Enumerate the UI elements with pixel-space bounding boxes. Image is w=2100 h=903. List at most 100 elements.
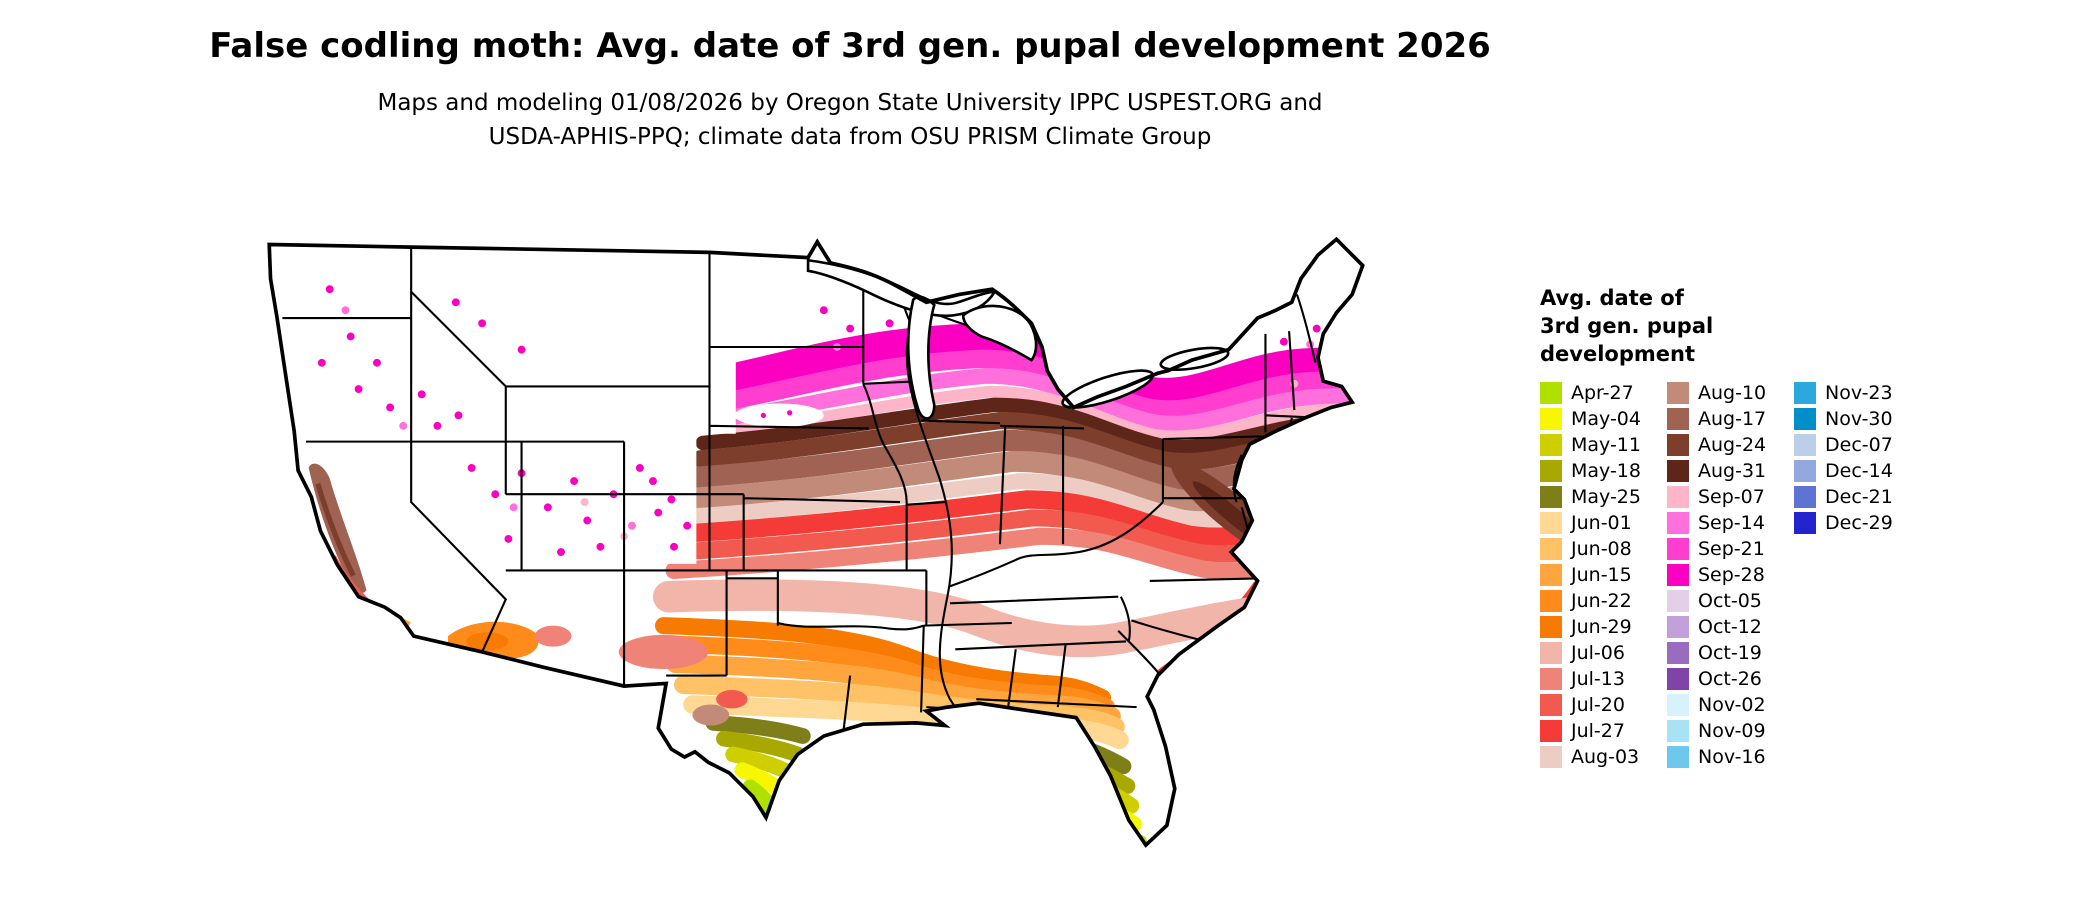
legend-entry: May-25 xyxy=(1540,484,1655,510)
legend-label: Dec-07 xyxy=(1825,434,1893,456)
legend-label: Sep-14 xyxy=(1698,512,1765,534)
legend-swatch xyxy=(1540,642,1562,664)
legend-swatch xyxy=(1540,668,1562,690)
legend-label: Sep-21 xyxy=(1698,538,1765,560)
legend-label: Nov-23 xyxy=(1825,382,1893,404)
legend-label: Jul-27 xyxy=(1571,720,1625,742)
legend-entry: Sep-21 xyxy=(1667,536,1782,562)
legend-swatch xyxy=(1667,434,1689,456)
legend-label: Dec-14 xyxy=(1825,460,1893,482)
legend-label: Oct-05 xyxy=(1698,590,1762,612)
legend-title-line-3: development xyxy=(1540,342,1695,366)
legend-entry: Nov-30 xyxy=(1794,406,1909,432)
legend-swatch xyxy=(1667,694,1689,716)
legend-entry: Dec-07 xyxy=(1794,432,1909,458)
legend-swatch xyxy=(1667,538,1689,560)
legend-swatch xyxy=(1540,720,1562,742)
legend-entry: Jul-13 xyxy=(1540,666,1655,692)
legend-label: May-11 xyxy=(1571,434,1641,456)
legend-label: Oct-12 xyxy=(1698,616,1762,638)
legend-entry: Dec-21 xyxy=(1794,484,1909,510)
legend-column-2: Aug-10 Aug-17 Aug-24 Aug-31 Sep-07 Sep-14 Sep-… xyxy=(1667,380,1782,770)
legend-entry: Apr-27 xyxy=(1540,380,1655,406)
legend-swatch xyxy=(1794,460,1816,482)
legend-label: Jun-15 xyxy=(1571,564,1632,586)
legend-label: May-18 xyxy=(1571,460,1641,482)
legend-swatch xyxy=(1667,460,1689,482)
legend-entry: Aug-03 xyxy=(1540,744,1655,770)
legend-label: May-04 xyxy=(1571,408,1641,430)
legend-label: Sep-07 xyxy=(1698,486,1765,508)
legend-column-3: Nov-23 Nov-30 Dec-07 Dec-14 Dec-21 Dec-29 xyxy=(1794,380,1909,536)
legend-label: Nov-30 xyxy=(1825,408,1893,430)
legend-entry: Jul-20 xyxy=(1540,692,1655,718)
legend-label: Aug-31 xyxy=(1698,460,1767,482)
legend-entry: Jul-06 xyxy=(1540,640,1655,666)
legend-entry: Jun-29 xyxy=(1540,614,1655,640)
legend-swatch xyxy=(1540,486,1562,508)
legend-entry: Oct-05 xyxy=(1667,588,1782,614)
legend-entry: Dec-14 xyxy=(1794,458,1909,484)
legend-entry: Dec-29 xyxy=(1794,510,1909,536)
legend-entry: Jul-27 xyxy=(1540,718,1655,744)
legend-entry: Oct-26 xyxy=(1667,666,1782,692)
legend-swatch xyxy=(1540,538,1562,560)
legend-swatch xyxy=(1667,616,1689,638)
legend-swatch xyxy=(1667,590,1689,612)
legend-swatch xyxy=(1667,668,1689,690)
legend-title: Avg. date of 3rd gen. pupal development xyxy=(1540,284,1909,368)
legend-label: Jul-20 xyxy=(1571,694,1625,716)
legend-label: Apr-27 xyxy=(1571,382,1634,404)
legend-swatch xyxy=(1540,512,1562,534)
legend-entry: May-11 xyxy=(1540,432,1655,458)
legend-entry: Nov-09 xyxy=(1667,718,1782,744)
legend-entry: Sep-07 xyxy=(1667,484,1782,510)
legend-swatch xyxy=(1667,642,1689,664)
legend-title-line-2: 3rd gen. pupal xyxy=(1540,314,1714,338)
legend-label: Jun-01 xyxy=(1571,512,1632,534)
legend-swatch xyxy=(1794,382,1816,404)
legend-swatch xyxy=(1667,512,1689,534)
legend-label: Jul-13 xyxy=(1571,668,1625,690)
us-map xyxy=(190,163,1505,899)
legend-entry: May-18 xyxy=(1540,458,1655,484)
legend-label: Oct-26 xyxy=(1698,668,1762,690)
sandhills-white-gap xyxy=(734,403,824,428)
legend-swatch xyxy=(1667,746,1689,768)
legend-entry: Sep-28 xyxy=(1667,562,1782,588)
legend-entry: Aug-17 xyxy=(1667,406,1782,432)
legend-swatch xyxy=(1667,408,1689,430)
legend-entry: Jun-08 xyxy=(1540,536,1655,562)
legend-column-1: Apr-27 May-04 May-11 May-18 May-25 Jun-01 Jun-… xyxy=(1540,380,1655,770)
legend-swatch xyxy=(1667,720,1689,742)
legend-entry: Oct-19 xyxy=(1667,640,1782,666)
subtitle-line-1: Maps and modeling 01/08/2026 by Oregon S… xyxy=(377,90,1323,116)
legend-swatch xyxy=(1794,434,1816,456)
legend-label: Jul-06 xyxy=(1571,642,1625,664)
legend-label: Nov-16 xyxy=(1698,746,1766,768)
legend-swatch xyxy=(1794,512,1816,534)
legend-label: Nov-02 xyxy=(1698,694,1766,716)
legend-swatch xyxy=(1540,746,1562,768)
legend-entry: Aug-24 xyxy=(1667,432,1782,458)
legend-entry: Aug-31 xyxy=(1667,458,1782,484)
legend-swatch xyxy=(1540,382,1562,404)
legend-label: Aug-10 xyxy=(1698,382,1767,404)
legend-label: Jun-22 xyxy=(1571,590,1632,612)
no-data-west-overlay xyxy=(269,239,736,564)
legend-swatch xyxy=(1540,460,1562,482)
legend-swatch xyxy=(1540,564,1562,586)
legend-entry: Nov-23 xyxy=(1794,380,1909,406)
legend-label: Aug-17 xyxy=(1698,408,1767,430)
legend-label: Sep-28 xyxy=(1698,564,1765,586)
legend-swatch xyxy=(1667,382,1689,404)
legend-label: May-25 xyxy=(1571,486,1641,508)
legend-label: Dec-29 xyxy=(1825,512,1893,534)
legend-columns: Apr-27 May-04 May-11 May-18 May-25 Jun-01 Jun-… xyxy=(1540,380,1909,770)
legend-label: Aug-03 xyxy=(1571,746,1640,768)
legend-entry: Aug-10 xyxy=(1667,380,1782,406)
legend-entry: May-04 xyxy=(1540,406,1655,432)
legend-label: Dec-21 xyxy=(1825,486,1893,508)
legend-entry: Oct-12 xyxy=(1667,614,1782,640)
legend-entry: Nov-16 xyxy=(1667,744,1782,770)
